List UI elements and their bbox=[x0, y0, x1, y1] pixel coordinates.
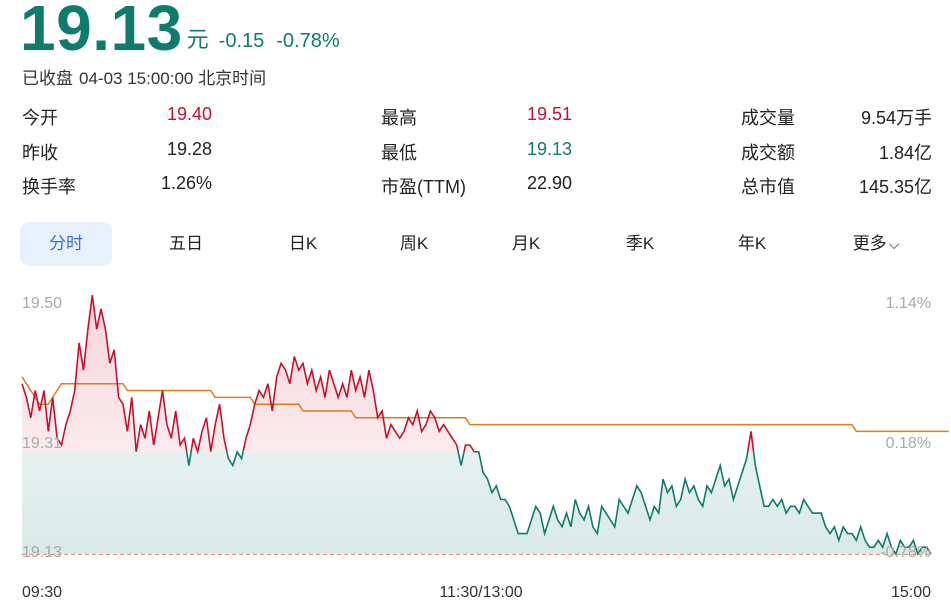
period-tabs: 分时 五日 日K 周K 月K 季K 年K 更多 ⌵ bbox=[20, 222, 935, 266]
price-line-up bbox=[21, 295, 755, 452]
stat-label: 最高 bbox=[381, 108, 417, 128]
intraday-chart: 19.50 19.31 19.13 1.14% 0.18% -0.78% 09:30 11:3… bbox=[21, 295, 949, 601]
tab-6[interactable]: 年K bbox=[737, 234, 767, 253]
price-area-down bbox=[22, 451, 931, 554]
price-header: 19.13 元 -0.15 -0.78% bbox=[20, 0, 340, 60]
x-tick: 11:30/13:00 bbox=[439, 584, 522, 601]
tab-0[interactable]: 分时 bbox=[20, 222, 112, 266]
stat-value: 19.28 bbox=[166, 139, 212, 159]
stat-label: 市盈(TTM) bbox=[381, 177, 466, 197]
y-tick-left: 19.31 bbox=[22, 435, 62, 452]
y-tick-right: 1.14% bbox=[886, 295, 931, 312]
y-tick-right: -0.78% bbox=[880, 544, 931, 561]
tab-4[interactable]: 月K bbox=[511, 234, 541, 253]
stat-value: 1.26% bbox=[160, 173, 212, 193]
stat-value: 1.84亿 bbox=[878, 143, 932, 163]
y-tick-left: 19.13 bbox=[22, 544, 62, 561]
price-change: -0.15 bbox=[218, 30, 265, 52]
stat-label: 今开 bbox=[22, 108, 58, 128]
stat-value: 19.51 bbox=[526, 104, 572, 124]
tab-1[interactable]: 五日 bbox=[169, 234, 203, 253]
status-label: 已收盘 bbox=[22, 69, 73, 88]
price-unit: 元 bbox=[186, 27, 209, 52]
stat-value: 19.40 bbox=[166, 104, 212, 124]
x-tick: 15:00 bbox=[891, 584, 931, 601]
x-tick: 09:30 bbox=[22, 584, 62, 601]
tab-2[interactable]: 日K bbox=[288, 234, 318, 253]
price-change-pct: -0.78% bbox=[276, 30, 340, 52]
stat-label: 成交额 bbox=[741, 143, 795, 163]
tab-5[interactable]: 季K bbox=[625, 234, 655, 253]
stat-label: 最低 bbox=[381, 143, 417, 163]
last-price: 19.13 bbox=[20, 0, 183, 64]
avg-line bbox=[21, 376, 949, 433]
market-status: 已收盘 04-03 15:00:00 北京时间 bbox=[22, 64, 272, 89]
price-area-up bbox=[22, 295, 931, 452]
stat-label: 换手率 bbox=[22, 177, 76, 197]
status-time: 04-03 15:00:00 北京时间 bbox=[79, 69, 267, 88]
stat-label: 总市值 bbox=[741, 177, 795, 197]
stat-value: 22.90 bbox=[526, 173, 572, 193]
stat-label: 成交量 bbox=[741, 108, 795, 128]
chevron-down-icon: ⌵ bbox=[888, 236, 900, 252]
tab-3[interactable]: 周K bbox=[399, 234, 429, 253]
y-tick-left: 19.50 bbox=[22, 295, 62, 312]
stat-label: 昨收 bbox=[22, 143, 58, 163]
price-line-down bbox=[135, 451, 932, 556]
stat-value: 19.13 bbox=[526, 139, 572, 159]
stat-value: 9.54万手 bbox=[860, 108, 932, 128]
tab-7[interactable]: 更多 ⌵ bbox=[852, 234, 900, 253]
stat-value: 145.35亿 bbox=[858, 177, 932, 197]
y-tick-right: 0.18% bbox=[886, 435, 931, 452]
